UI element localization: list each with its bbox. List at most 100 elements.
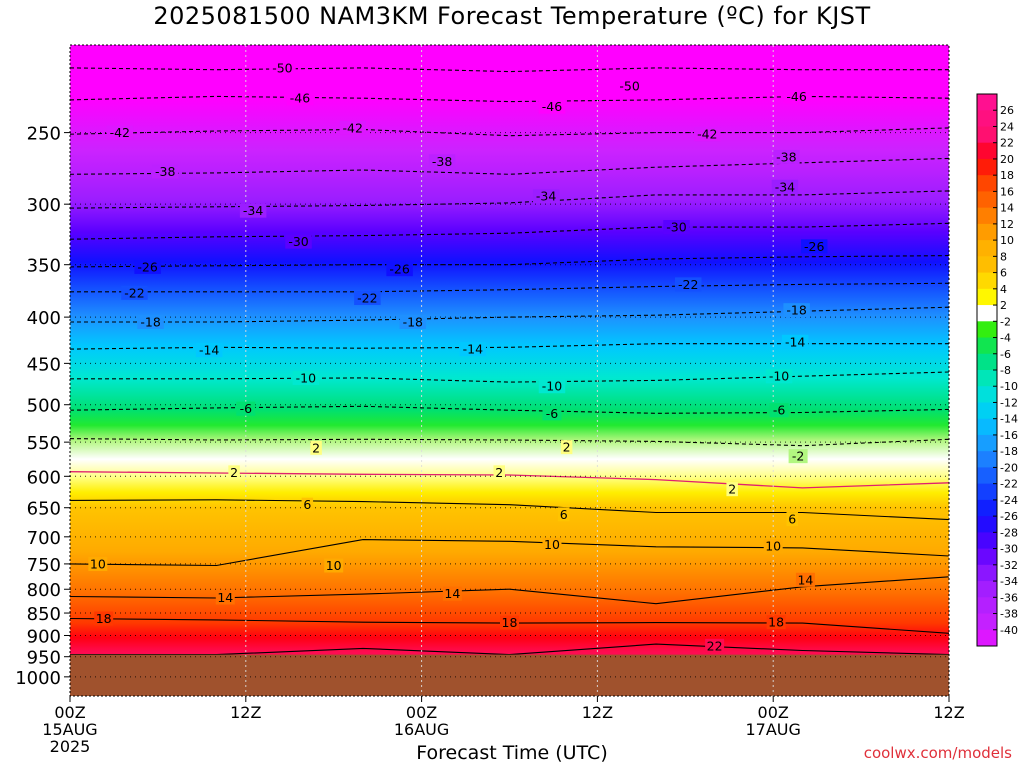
colorbar-label: 12: [1000, 218, 1014, 231]
contour-label-bg: [354, 291, 381, 306]
contour-label-bg: [106, 125, 134, 140]
contour-label: 18: [96, 611, 112, 626]
contour-label: -42: [697, 127, 717, 142]
contour-label: -34: [775, 179, 795, 194]
colorbar-segment: [977, 256, 997, 274]
contour-label: 2: [728, 482, 736, 497]
contour-label-bg: [663, 220, 690, 235]
colorbar-segment: [977, 516, 997, 533]
below-ground-area: [70, 654, 949, 696]
contour-label: 2: [230, 465, 238, 480]
colorbar-label: -8: [1000, 364, 1011, 377]
x-tick-label: 12Z: [582, 703, 613, 722]
contour-label-bg: [542, 537, 562, 552]
contour-label-bg: [442, 586, 462, 601]
colorbar-segment: [977, 483, 997, 501]
contour-label-bg: [500, 615, 519, 630]
contour-line: [70, 539, 949, 567]
contour-label-bg: [781, 334, 809, 349]
contour-label-bg: [301, 497, 314, 512]
contour-label-bg: [459, 342, 487, 357]
y-tick-label: 950: [27, 648, 61, 669]
colorbar-label: -40: [1000, 624, 1018, 637]
colorbar: 26 24 22 20 18 16 14 12 10 8 6 4 2 -2 -4 -6 -8 -10 -12 -14 -…: [976, 93, 1018, 647]
contour-label: -42: [110, 125, 130, 140]
contour-label-bg: [773, 149, 800, 164]
contour-label: 6: [303, 497, 311, 512]
colorbar-segment: [977, 434, 997, 452]
contour-label: 10: [544, 537, 560, 552]
contour-label: 10: [326, 558, 342, 573]
colorbar-segment: [977, 142, 997, 160]
source-credit: coolwx.com/models: [863, 744, 1012, 762]
colorbar-segment: [977, 613, 997, 631]
contour-label: -34: [536, 189, 556, 204]
y-tick-label: 850: [27, 604, 61, 625]
x-tick-label: 15AUG: [42, 720, 97, 739]
colorbar-label: 18: [1000, 169, 1014, 182]
colorbar-segment: [977, 386, 997, 403]
contour-label-bg: [228, 465, 240, 480]
contour-label: -26: [804, 239, 824, 254]
colorbar-segment: [977, 175, 997, 192]
contour-labels: -50 -50 -46 -46 -46 -42 -42 -42 -38 -38 -38 -34 -34 -…: [88, 60, 828, 653]
colorbar-segment: [977, 94, 997, 111]
contour-label: -22: [357, 291, 377, 306]
colorbar-label: 6: [1000, 267, 1007, 280]
contour-label-bg: [557, 507, 570, 522]
y-tick-label: 550: [27, 433, 61, 454]
contour-label: -34: [243, 203, 263, 218]
contour-label-bg: [788, 449, 808, 464]
contour-line: [70, 499, 949, 521]
contour-label: 14: [444, 586, 460, 601]
colorbar-label: -4: [1000, 332, 1011, 345]
colorbar-segment: [977, 564, 997, 582]
plot-background: [70, 45, 949, 696]
contour-label-bg: [134, 259, 161, 274]
contour-label: -10: [769, 369, 789, 384]
contour-label: 2: [495, 465, 503, 480]
contour-label: -22: [678, 277, 698, 292]
contour-label-bg: [88, 556, 108, 571]
y-tick-label: 300: [27, 195, 61, 216]
colorbar-label: 20: [1000, 153, 1014, 166]
colorbar-label: -30: [1000, 543, 1018, 556]
y-tick-label: 750: [27, 555, 61, 576]
contour-label: -38: [155, 164, 175, 179]
colorbar-label: -6: [1000, 348, 1011, 361]
contour-label-bg: [766, 615, 786, 630]
contour-label-bg: [493, 465, 505, 480]
contour-label-bg: [726, 482, 738, 497]
y-tick-label: 450: [27, 354, 61, 375]
y-tick-label: 700: [27, 528, 61, 549]
contour-label-bg: [195, 343, 223, 358]
contour-label: 6: [788, 512, 796, 527]
contour-label: -30: [288, 234, 308, 249]
colorbar-label: -36: [1000, 591, 1018, 604]
contour-label: -10: [542, 379, 562, 394]
colorbar-segment: [977, 272, 997, 290]
contour-label: -50: [619, 78, 639, 93]
contour-label: -6: [546, 406, 559, 421]
colorbar-label: 4: [1000, 283, 1007, 296]
pressure-axis: 2503003504004505005506006507007508008509…: [15, 124, 70, 689]
contour-label-bg: [771, 179, 799, 194]
contour-label: -10: [296, 370, 316, 385]
contour-label-bg: [386, 262, 413, 277]
x-tick-label: 00Z: [54, 703, 85, 722]
contour-label: 2: [312, 440, 320, 455]
contour-label: -42: [343, 120, 363, 135]
contour-label: -30: [666, 220, 686, 235]
colorbar-segment: [977, 467, 997, 485]
colorbar-label: -10: [1000, 380, 1018, 393]
colorbar-label: -26: [1000, 510, 1018, 523]
y-tick-label: 500: [27, 396, 61, 417]
contour-label-bg: [292, 370, 320, 385]
contour-label-bg: [94, 611, 114, 626]
colorbar-label: -28: [1000, 526, 1018, 539]
y-tick-label: 1000: [15, 668, 61, 689]
x-tick-label: 00Z: [758, 703, 789, 722]
colorbar-segment: [977, 402, 997, 420]
